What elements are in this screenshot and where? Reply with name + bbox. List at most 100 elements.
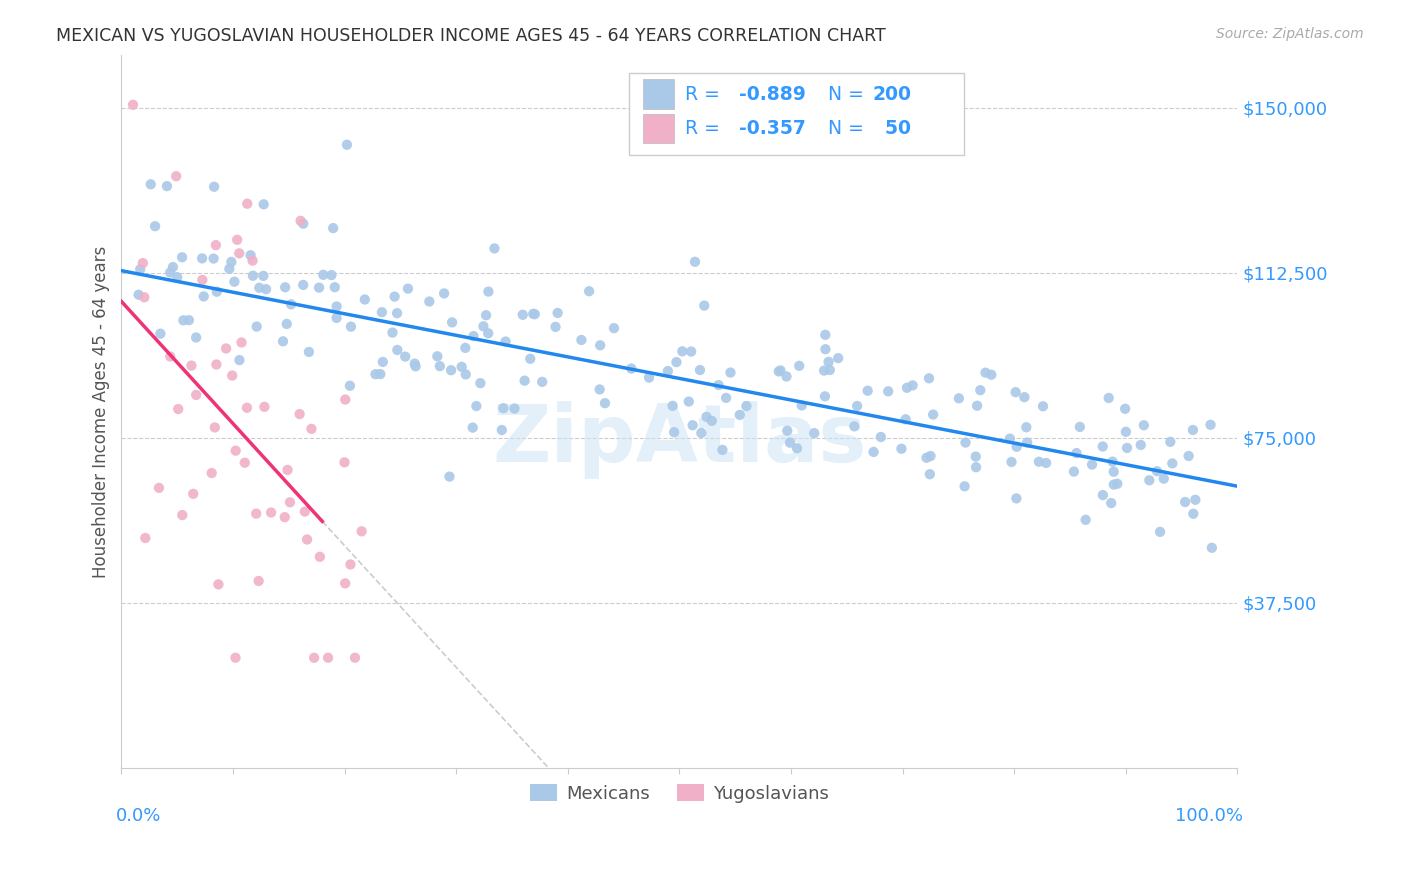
Point bbox=[814, 389, 837, 403]
Point bbox=[547, 306, 569, 320]
Point bbox=[254, 282, 277, 296]
Point bbox=[1182, 507, 1205, 521]
Point bbox=[1149, 524, 1171, 539]
Point bbox=[278, 495, 301, 509]
Point bbox=[364, 367, 387, 381]
Point bbox=[280, 297, 302, 311]
Point bbox=[204, 420, 226, 434]
Point bbox=[405, 359, 427, 374]
Point bbox=[1014, 390, 1036, 404]
Point bbox=[775, 369, 797, 384]
Point bbox=[156, 179, 179, 194]
Point bbox=[998, 432, 1021, 446]
Text: 100.0%: 100.0% bbox=[1175, 807, 1243, 825]
Point bbox=[523, 307, 546, 321]
Point bbox=[139, 178, 162, 192]
Point bbox=[856, 384, 879, 398]
Point bbox=[1115, 425, 1137, 439]
Point bbox=[918, 467, 941, 482]
Point bbox=[288, 407, 311, 421]
Point bbox=[228, 353, 250, 368]
Point bbox=[221, 368, 243, 383]
Point bbox=[132, 256, 155, 270]
Point bbox=[134, 290, 156, 304]
Legend: Mexicans, Yugoslavians: Mexicans, Yugoslavians bbox=[523, 777, 837, 810]
Point bbox=[316, 650, 339, 665]
Point bbox=[571, 333, 593, 347]
Point bbox=[662, 425, 685, 440]
Point bbox=[418, 294, 440, 309]
Point bbox=[201, 466, 224, 480]
Point bbox=[665, 355, 688, 369]
Point bbox=[862, 445, 884, 459]
Point bbox=[477, 326, 499, 341]
Point bbox=[814, 327, 837, 342]
Point bbox=[965, 450, 987, 464]
Point bbox=[1174, 495, 1197, 509]
Point bbox=[1098, 391, 1121, 405]
Point bbox=[1035, 456, 1057, 470]
Point bbox=[522, 307, 544, 321]
Point bbox=[1146, 464, 1168, 478]
Point bbox=[274, 510, 297, 524]
Point bbox=[226, 233, 249, 247]
Point bbox=[1159, 434, 1181, 449]
Point bbox=[720, 366, 742, 380]
Point bbox=[578, 284, 600, 298]
Point bbox=[1005, 491, 1028, 506]
Point bbox=[593, 396, 616, 410]
Point bbox=[1091, 440, 1114, 454]
Text: ZipAtlas: ZipAtlas bbox=[492, 401, 866, 479]
Point bbox=[277, 463, 299, 477]
Point bbox=[768, 364, 790, 378]
Point bbox=[519, 351, 541, 366]
Point bbox=[1161, 457, 1184, 471]
Point bbox=[325, 300, 347, 314]
Point bbox=[170, 250, 193, 264]
Point bbox=[1102, 465, 1125, 479]
Point bbox=[544, 319, 567, 334]
Point bbox=[301, 422, 323, 436]
Point bbox=[589, 383, 612, 397]
Point bbox=[1004, 385, 1026, 400]
Point bbox=[492, 401, 515, 416]
Point bbox=[918, 371, 941, 385]
Point bbox=[167, 402, 190, 417]
Point bbox=[236, 401, 259, 415]
Point bbox=[252, 268, 274, 283]
Point bbox=[312, 268, 335, 282]
Point bbox=[247, 574, 270, 588]
Point bbox=[844, 419, 866, 434]
Point bbox=[441, 315, 464, 329]
Point bbox=[657, 364, 679, 378]
Point bbox=[429, 359, 451, 373]
Point bbox=[177, 313, 200, 327]
Point bbox=[787, 359, 810, 373]
Point bbox=[247, 281, 270, 295]
Point bbox=[246, 319, 269, 334]
Point bbox=[1069, 420, 1091, 434]
Point bbox=[683, 254, 706, 268]
Text: 200: 200 bbox=[873, 85, 911, 103]
Point bbox=[353, 293, 375, 307]
Point bbox=[827, 351, 849, 366]
Point bbox=[433, 286, 456, 301]
Point bbox=[803, 426, 825, 441]
Point bbox=[1101, 455, 1123, 469]
Point bbox=[953, 479, 976, 493]
Point bbox=[790, 399, 813, 413]
Point bbox=[813, 363, 835, 377]
Point bbox=[450, 359, 472, 374]
Point bbox=[205, 238, 228, 252]
Point bbox=[166, 270, 188, 285]
Point bbox=[700, 414, 723, 428]
Point bbox=[817, 355, 839, 369]
Point bbox=[205, 358, 228, 372]
Point bbox=[339, 378, 361, 392]
Point bbox=[172, 508, 194, 522]
Point bbox=[1017, 435, 1039, 450]
Point bbox=[191, 252, 214, 266]
Point bbox=[233, 456, 256, 470]
Point bbox=[671, 344, 693, 359]
Point bbox=[298, 345, 321, 359]
